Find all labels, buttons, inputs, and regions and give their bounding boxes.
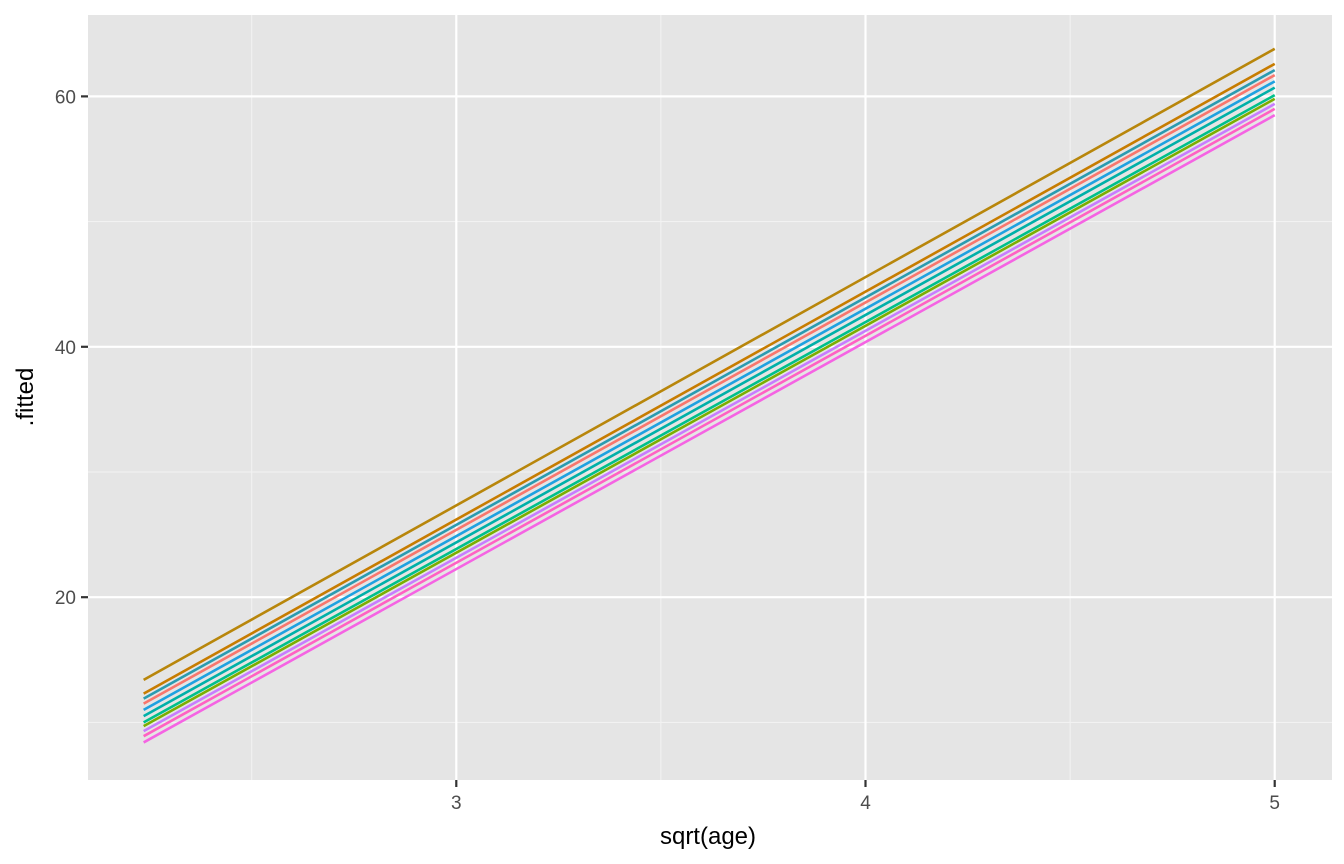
series-line	[143, 73, 1276, 705]
y-axis-title: .fitted	[12, 368, 39, 427]
x-tick-label: 4	[860, 793, 871, 814]
series-line	[143, 114, 1276, 744]
x-axis-title: sqrt(age)	[660, 823, 756, 850]
series-line	[143, 93, 1276, 724]
series-line	[143, 62, 1276, 695]
y-tick-label: 20	[55, 588, 76, 609]
series-line	[143, 97, 1276, 728]
x-tick-label: 5	[1269, 793, 1280, 814]
y-tick-label: 40	[55, 338, 76, 359]
series-line	[143, 68, 1276, 700]
series-line	[143, 80, 1276, 712]
series-line	[143, 47, 1276, 681]
y-axis-ticks: 20 40 60	[55, 87, 88, 609]
x-tick-label: 3	[451, 793, 462, 814]
x-axis-ticks: 3 4 5	[451, 780, 1280, 814]
series-line	[143, 102, 1276, 733]
series-line	[143, 107, 1276, 738]
panel-background	[88, 15, 1332, 780]
minor-gridlines	[88, 15, 1332, 780]
major-gridlines	[88, 15, 1332, 780]
series-line	[143, 86, 1276, 718]
series-lines	[143, 47, 1276, 744]
y-tick-label: 60	[55, 87, 76, 108]
